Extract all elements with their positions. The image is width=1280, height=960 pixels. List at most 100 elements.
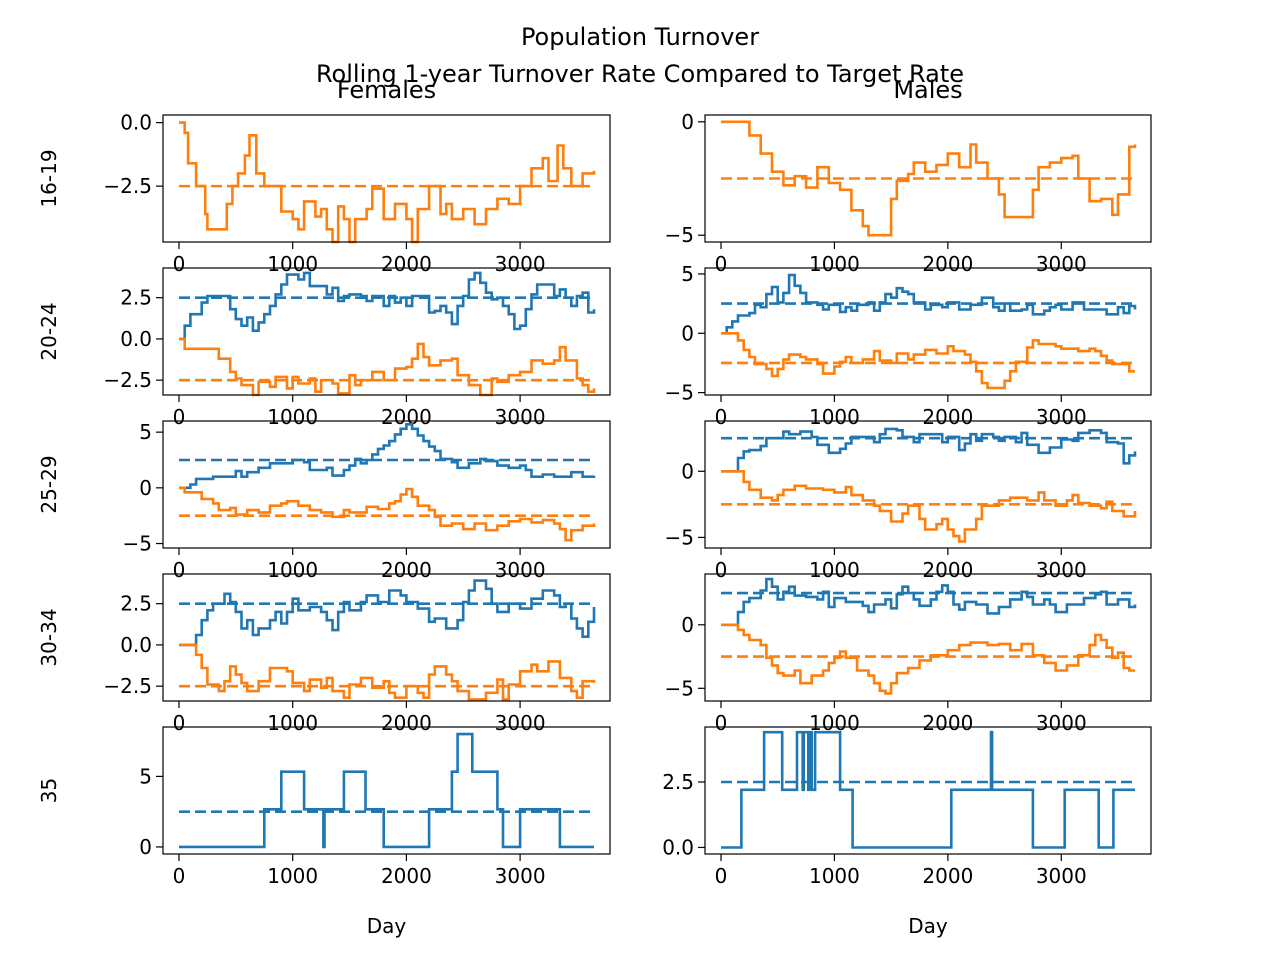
ytick-label-r2c1-1: −5: [665, 525, 694, 549]
xtick-label-r0c1-0: 0: [715, 252, 728, 276]
ytick-label-r4c1-1: 0.0: [662, 835, 694, 859]
xtick-label-r0c0-2: 2000: [381, 252, 432, 276]
xtick-label-r3c0-1: 1000: [267, 711, 318, 735]
ytick-label-r2c0-0: 5: [139, 420, 152, 444]
panel-frame-r2c1: [704, 420, 1152, 549]
row-label-2: 25-29: [37, 455, 61, 513]
panel-r0c1: 0 −5 0 1000 2000 3000: [665, 110, 1152, 276]
xtick-label-r1c1-1: 1000: [809, 405, 860, 429]
ytick-label-r2c0-2: −5: [123, 532, 152, 556]
xtick-label-r2c0-2: 2000: [381, 558, 432, 582]
xtick-label-r3c0-3: 3000: [495, 711, 546, 735]
ytick-label-r3c0-0: 2.5: [120, 592, 152, 616]
xtick-label-r0c1-2: 2000: [922, 252, 973, 276]
series-orange-r3c1: [721, 623, 1135, 695]
xtick-label-r4c0-3: 3000: [495, 864, 546, 888]
panel-frame-r1c1: [704, 267, 1152, 396]
ytick-label-r1c1-0: 5: [681, 262, 694, 286]
xtick-label-r0c0-3: 3000: [495, 252, 546, 276]
figure-subtitle: Rolling 1-year Turnover Rate Compared to…: [316, 60, 964, 88]
xtick-label-r2c1-0: 0: [715, 558, 728, 582]
panel-grid: 0.0 −2.5 0 1000 2000 3000 0 −5 0 1000 2000 3000 2.5 0…: [37, 76, 1152, 938]
ytick-label-r1c0-0: 2.5: [120, 286, 152, 310]
ytick-label-r0c1-0: 0: [681, 110, 694, 134]
ytick-label-r2c0-1: 0: [139, 476, 152, 500]
series-blue-r3c0: [179, 579, 596, 647]
series-blue-r2c1: [721, 427, 1137, 473]
xaxis-label-0: Day: [367, 914, 407, 938]
xtick-label-r0c1-1: 1000: [809, 252, 860, 276]
series-blue-r2c0: [179, 423, 596, 490]
xtick-label-r2c1-3: 3000: [1036, 558, 1087, 582]
xtick-label-r1c1-2: 2000: [922, 405, 973, 429]
xtick-label-r4c1-1: 1000: [809, 864, 860, 888]
ytick-label-r3c1-0: 0: [681, 613, 694, 637]
ytick-label-r4c0-0: 5: [139, 764, 152, 788]
panel-r2c0: 5 0 −5 0 1000 2000 3000: [123, 420, 611, 582]
xtick-label-r1c1-0: 0: [715, 405, 728, 429]
series-orange-r1c1: [721, 332, 1135, 390]
panel-frame-r4c1: [704, 726, 1152, 855]
ytick-label-r2c1-0: 0: [681, 459, 694, 483]
ytick-label-r1c1-2: −5: [665, 381, 694, 405]
xaxis-label-1: Day: [908, 914, 948, 938]
series-orange-r3c0: [179, 643, 596, 701]
series-blue-r4c1: [721, 730, 1135, 849]
xtick-label-r2c1-1: 1000: [809, 558, 860, 582]
series-orange-r2c0: [179, 486, 596, 542]
panel-frame-r3c1: [704, 573, 1152, 702]
column-title-1: Males: [893, 76, 962, 104]
xtick-label-r4c1-2: 2000: [922, 864, 973, 888]
ytick-label-r3c0-2: −2.5: [103, 674, 152, 698]
ytick-label-r1c0-2: −2.5: [103, 368, 152, 392]
xtick-label-r2c1-2: 2000: [922, 558, 973, 582]
panel-r4c0: 5 00 1000 2000 3000: [139, 726, 611, 888]
xtick-label-r4c0-0: 0: [173, 864, 186, 888]
series-blue-r4c0: [179, 732, 594, 849]
series-blue-r3c1: [721, 577, 1137, 627]
figure-title: Population Turnover: [521, 23, 759, 51]
panel-frame-r3c0: [162, 573, 611, 702]
ytick-label-r3c1-1: −5: [665, 676, 694, 700]
ytick-label-r4c0-1: 0: [139, 835, 152, 859]
series-blue-r1c0: [179, 271, 596, 341]
xtick-label-r0c0-0: 0: [173, 252, 186, 276]
row-label-0: 16-19: [37, 149, 61, 207]
xtick-label-r4c0-2: 2000: [381, 864, 432, 888]
panel-frame-r0c1: [704, 114, 1152, 243]
column-title-0: Females: [337, 76, 436, 104]
panel-frame-r4c0: [162, 726, 611, 855]
ytick-label-r1c1-1: 0: [681, 321, 694, 345]
panel-r3c1: 0−50 1000 2000 3000: [665, 573, 1152, 735]
xtick-label-r3c1-3: 3000: [1036, 711, 1087, 735]
xtick-label-r4c0-1: 1000: [267, 864, 318, 888]
series-orange-r1c0: [179, 337, 596, 397]
xtick-label-r1c1-3: 3000: [1036, 405, 1087, 429]
xtick-label-r2c0-1: 1000: [267, 558, 318, 582]
ytick-label-r0c1-1: −5: [665, 223, 694, 247]
ytick-label-r1c0-1: 0.0: [120, 327, 152, 351]
series-blue-r1c1: [721, 273, 1137, 335]
panel-frame-r1c0: [162, 267, 611, 396]
series-orange-r0c0: [179, 121, 596, 244]
series-orange-r2c1: [721, 470, 1137, 543]
xtick-label-r3c1-0: 0: [715, 711, 728, 735]
xtick-label-r3c0-0: 0: [173, 711, 186, 735]
xtick-label-r3c1-2: 2000: [922, 711, 973, 735]
xtick-label-r4c1-3: 3000: [1036, 864, 1087, 888]
panel-frame-r0c0: [162, 114, 611, 243]
xtick-label-r1c0-0: 0: [173, 405, 186, 429]
xtick-label-r3c0-2: 2000: [381, 711, 432, 735]
row-label-1: 20-24: [37, 302, 61, 360]
xtick-label-r1c0-3: 3000: [495, 405, 546, 429]
ytick-label-r4c1-0: 2.5: [662, 770, 694, 794]
panel-r2c1: 0 −5 0 1000 2000 3000: [665, 420, 1152, 582]
panel-r3c0: 2.5 0.0 −2.5 0 1000 2000 3000: [103, 573, 611, 735]
xtick-label-r2c0-0: 0: [173, 558, 186, 582]
xtick-label-r0c1-3: 3000: [1036, 252, 1087, 276]
row-label-4: 35: [37, 778, 61, 803]
panel-r4c1: 2.5 0.0 0 1000 2000 3000: [662, 726, 1152, 888]
xtick-label-r4c1-0: 0: [715, 864, 728, 888]
